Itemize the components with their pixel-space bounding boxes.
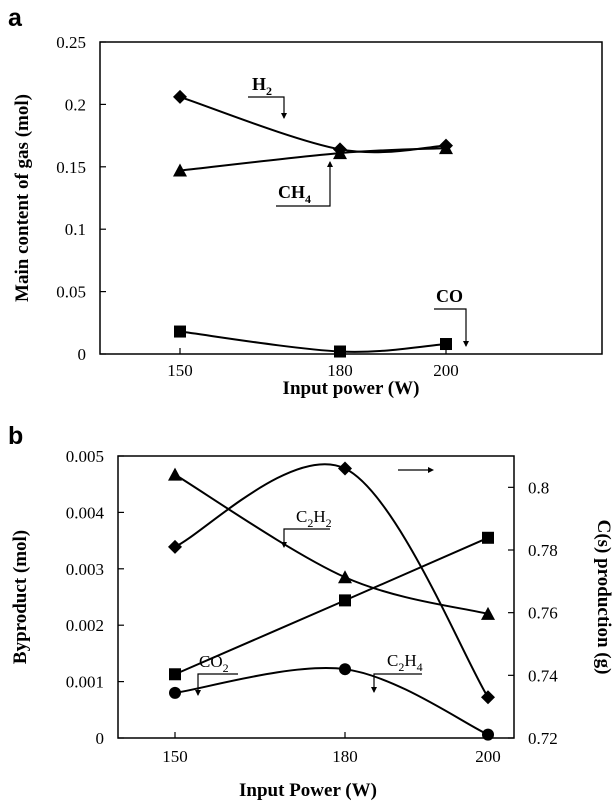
- panel-a-x-axis-label: Input power (W): [283, 378, 420, 399]
- panel-b-label-leader-c2h4: [373, 673, 422, 692]
- panel-a-series-label-ch4: CH4: [278, 182, 311, 206]
- panel-b-point-c2h4: [482, 728, 494, 741]
- panel-a-y-tick-label: 0.2: [65, 95, 86, 114]
- panel-a-label-leader-co: [434, 308, 467, 346]
- panel-b-series-line-c2h2: [174, 473, 489, 615]
- panel-b-label-leader-co2: [197, 673, 238, 695]
- panel-a-label-arrow-ch4: [327, 161, 333, 167]
- panel-b-point-co2: [339, 594, 351, 607]
- panel-b-point-cs: [168, 539, 182, 554]
- panel-b-point-c2h2: [481, 606, 495, 620]
- panel-a-point-ch4: [333, 146, 347, 160]
- panel-a-x-tick-label: 150: [167, 361, 193, 380]
- panel-a-label-leader-ch4: [276, 162, 331, 207]
- panel-b-point-c2h2: [168, 467, 182, 481]
- panel-b-y2-tick-label: 0.74: [528, 666, 558, 685]
- panel-a-series-label-h2: H2: [252, 74, 272, 98]
- panel-a-label-arrow-h2: [281, 113, 287, 119]
- panel-b-y-tick-label: 0.004: [66, 503, 105, 522]
- panel-b-label-arrow-co2: [195, 690, 201, 696]
- panel-b-series-label-c2h4: C2H4: [387, 651, 423, 674]
- panel-a-y-tick-label: 0: [78, 345, 87, 364]
- panel-a-label-arrow-co: [463, 341, 469, 347]
- panel-a-point-co: [440, 338, 452, 351]
- panel-b: b Byproduct (mol) C(s) production (g) In…: [8, 422, 614, 801]
- panel-a-x-tick-label: 200: [433, 361, 459, 380]
- panel-b-plot-frame: [117, 455, 515, 739]
- panel-a-series-line-ch4: [179, 147, 447, 172]
- panel-a-y-tick-label: 0.25: [56, 33, 86, 52]
- panel-a-point-ch4: [439, 141, 453, 155]
- panel-b-y-tick-label: 0.003: [66, 560, 104, 579]
- panel-b-y-tick-label: 0.002: [66, 616, 104, 635]
- panel-b-label-arrow-c2h4: [371, 687, 377, 693]
- panel-b-x-tick-label: 150: [162, 747, 188, 766]
- panel-a-point-co: [334, 345, 346, 358]
- panel-b-x-tick-label: 200: [475, 747, 501, 766]
- panel-b-y2-tick-label: 0.8: [528, 478, 549, 497]
- panel-b-right-axis-arrowhead: [428, 467, 434, 473]
- panel-a-y-tick-label: 0.05: [56, 283, 86, 302]
- panel-b-point-c2h4: [169, 686, 181, 699]
- panel-a-point-co: [174, 325, 186, 338]
- panel-b-y-tick-label: 0.005: [66, 447, 104, 466]
- panel-b-point-co2: [169, 668, 181, 681]
- panel-a-plot-frame: [99, 41, 603, 355]
- panel-b-y-axis-label: Byproduct (mol): [10, 530, 31, 664]
- panel-b-y2-tick-label: 0.72: [528, 729, 558, 748]
- panel-a-y-tick-label: 0.15: [56, 158, 86, 177]
- panel-b-y-tick-label: 0.001: [66, 673, 104, 692]
- panel-b-series-label-c2h2: C2H2: [296, 507, 332, 530]
- panel-b-label-leader-c2h2: [283, 528, 330, 547]
- panel-b-y2-tick-label: 0.76: [528, 604, 558, 623]
- panel-a-x-tick-label: 180: [327, 361, 353, 380]
- panel-b-x-tick-label: 180: [332, 747, 358, 766]
- panel-a-label-leader-h2: [248, 96, 285, 118]
- panel-b-label-arrow-c2h2: [281, 542, 287, 548]
- panel-b-point-cs: [338, 461, 352, 476]
- panel-b-x-axis-label: Input Power (W): [239, 780, 377, 801]
- panel-b-point-co2: [482, 531, 494, 544]
- panel-b-label: b: [8, 422, 23, 450]
- panel-a-series-line-h2: [179, 95, 447, 154]
- panel-b-series-line-c2h4: [174, 667, 489, 736]
- panel-b-point-cs: [481, 690, 495, 705]
- panel-a: a Main content of gas (mol) Input power …: [8, 4, 603, 399]
- panel-a-label: a: [8, 4, 23, 32]
- panel-b-series-label-co2: CO2: [199, 652, 229, 675]
- panel-a-point-ch4: [173, 163, 187, 177]
- panel-a-y-tick-label: 0.1: [65, 220, 86, 239]
- panel-b-y2-axis-label: C(s) production (g): [593, 520, 614, 675]
- panel-a-series-line-co: [179, 330, 447, 353]
- panel-b-point-c2h4: [339, 663, 351, 676]
- panel-b-point-c2h2: [338, 570, 352, 584]
- panel-a-y-axis-label: Main content of gas (mol): [12, 94, 33, 302]
- panel-a-series-label-co: CO: [436, 286, 463, 306]
- panel-b-y-tick-label: 0: [96, 729, 105, 748]
- panel-b-y2-tick-label: 0.78: [528, 541, 558, 560]
- panel-a-point-h2: [173, 89, 187, 104]
